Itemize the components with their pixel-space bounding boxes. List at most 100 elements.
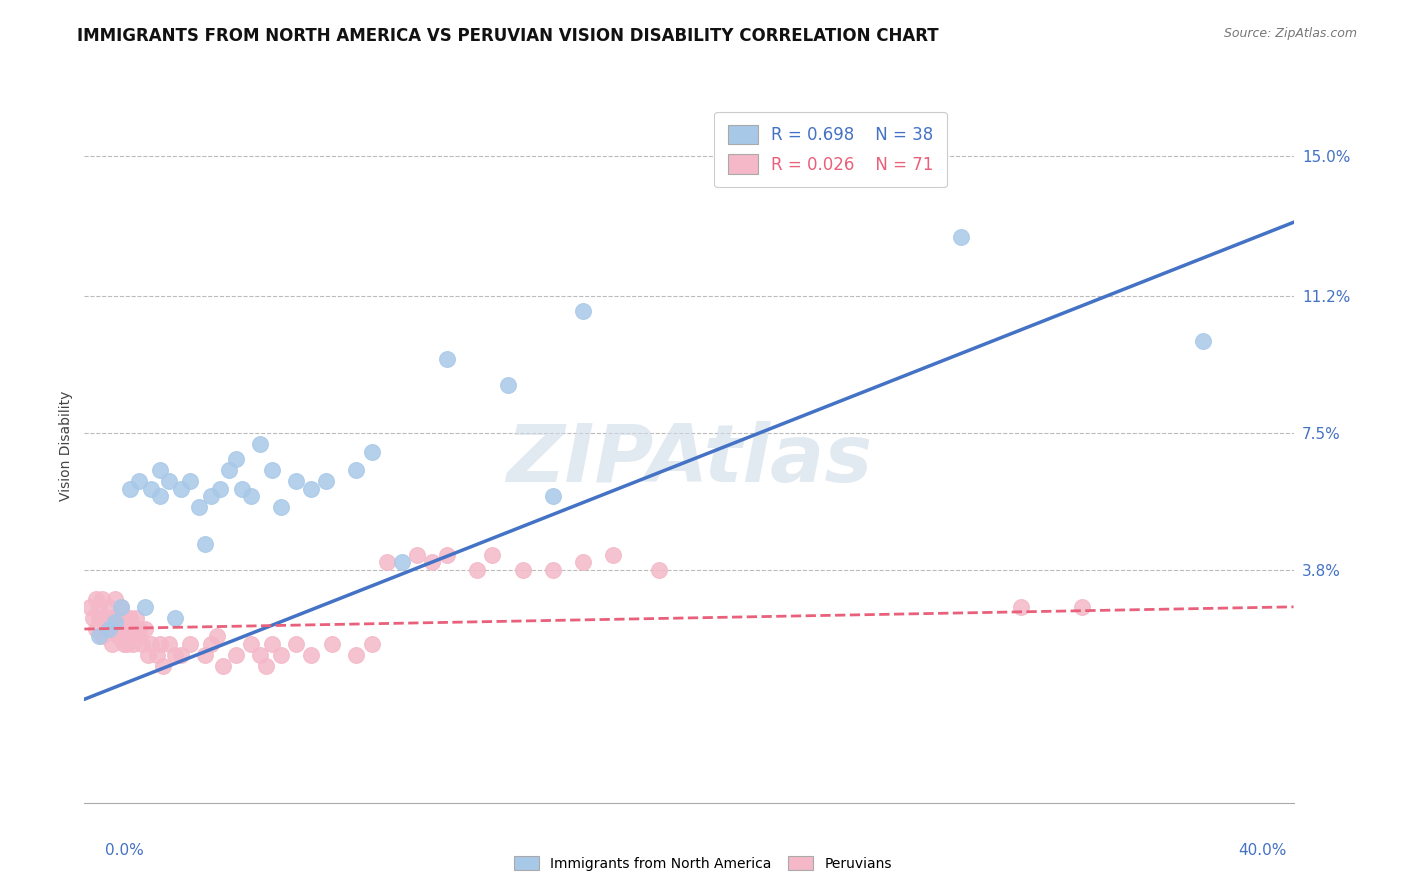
Point bbox=[112, 629, 135, 643]
Point bbox=[346, 648, 368, 662]
Point bbox=[131, 637, 153, 651]
Text: ZIPAtlas: ZIPAtlas bbox=[506, 421, 872, 500]
Point bbox=[165, 648, 187, 662]
Point bbox=[110, 599, 132, 614]
Point bbox=[118, 611, 141, 625]
Point bbox=[107, 615, 129, 629]
Point bbox=[146, 648, 169, 662]
Point bbox=[89, 599, 111, 614]
Text: IMMIGRANTS FROM NORTH AMERICA VS PERUVIAN VISION DISABILITY CORRELATION CHART: IMMIGRANTS FROM NORTH AMERICA VS PERUVIA… bbox=[77, 27, 939, 45]
Point bbox=[179, 637, 201, 651]
Point bbox=[481, 548, 503, 562]
Point bbox=[89, 629, 111, 643]
Point bbox=[149, 637, 172, 651]
Point bbox=[115, 637, 138, 651]
Point bbox=[104, 611, 127, 625]
Point bbox=[602, 548, 624, 562]
Point bbox=[118, 622, 141, 636]
Text: 0.0%: 0.0% bbox=[105, 843, 145, 858]
Point bbox=[149, 489, 172, 503]
Point bbox=[231, 482, 253, 496]
Point bbox=[541, 489, 564, 503]
Point bbox=[179, 474, 201, 488]
Point bbox=[285, 474, 308, 488]
Point bbox=[212, 659, 235, 673]
Point bbox=[1192, 334, 1215, 348]
Point bbox=[541, 563, 564, 577]
Point bbox=[86, 592, 108, 607]
Point bbox=[134, 622, 156, 636]
Point bbox=[270, 648, 292, 662]
Point bbox=[110, 599, 132, 614]
Point bbox=[249, 437, 271, 451]
Point bbox=[94, 622, 117, 636]
Point bbox=[239, 489, 262, 503]
Point bbox=[572, 304, 595, 318]
Point bbox=[648, 563, 671, 577]
Point bbox=[82, 611, 104, 625]
Point bbox=[360, 444, 382, 458]
Point bbox=[346, 463, 368, 477]
Point bbox=[285, 637, 308, 651]
Point bbox=[128, 474, 150, 488]
Point bbox=[239, 637, 262, 651]
Point bbox=[121, 637, 143, 651]
Point bbox=[260, 463, 283, 477]
Point bbox=[89, 611, 111, 625]
Point bbox=[100, 611, 122, 625]
Point bbox=[128, 622, 150, 636]
Legend: Immigrants from North America, Peruvians: Immigrants from North America, Peruvians bbox=[508, 849, 898, 878]
Point bbox=[321, 637, 343, 651]
Point bbox=[270, 500, 292, 514]
Point bbox=[225, 452, 247, 467]
Point bbox=[299, 648, 322, 662]
Point bbox=[254, 659, 277, 673]
Point bbox=[97, 599, 120, 614]
Point bbox=[125, 611, 148, 625]
Point bbox=[209, 482, 232, 496]
Point bbox=[207, 629, 229, 643]
Point bbox=[299, 482, 322, 496]
Point bbox=[194, 648, 217, 662]
Point bbox=[375, 556, 398, 570]
Point bbox=[152, 659, 174, 673]
Point bbox=[100, 637, 122, 651]
Point bbox=[436, 352, 458, 367]
Point bbox=[200, 489, 222, 503]
Point bbox=[149, 463, 172, 477]
Point bbox=[188, 500, 211, 514]
Point bbox=[194, 537, 217, 551]
Y-axis label: Vision Disability: Vision Disability bbox=[59, 391, 73, 501]
Point bbox=[104, 592, 127, 607]
Point bbox=[420, 556, 443, 570]
Point bbox=[115, 611, 138, 625]
Point bbox=[260, 637, 283, 651]
Point bbox=[406, 548, 429, 562]
Point bbox=[512, 563, 534, 577]
Point bbox=[170, 482, 193, 496]
Point bbox=[139, 637, 162, 651]
Point bbox=[97, 622, 120, 636]
Point bbox=[97, 622, 120, 636]
Point bbox=[157, 474, 180, 488]
Point bbox=[467, 563, 489, 577]
Point bbox=[157, 637, 180, 651]
Point bbox=[91, 629, 114, 643]
Text: 40.0%: 40.0% bbox=[1239, 843, 1286, 858]
Point bbox=[136, 648, 159, 662]
Point bbox=[799, 156, 821, 170]
Point bbox=[1011, 599, 1033, 614]
Point bbox=[134, 599, 156, 614]
Point bbox=[139, 482, 162, 496]
Point bbox=[249, 648, 271, 662]
Point bbox=[104, 615, 127, 629]
Point bbox=[104, 622, 127, 636]
Point bbox=[218, 463, 240, 477]
Point bbox=[572, 556, 595, 570]
Point bbox=[165, 611, 187, 625]
Point bbox=[170, 648, 193, 662]
Point bbox=[94, 611, 117, 625]
Point bbox=[950, 230, 973, 244]
Point bbox=[79, 599, 101, 614]
Point bbox=[112, 637, 135, 651]
